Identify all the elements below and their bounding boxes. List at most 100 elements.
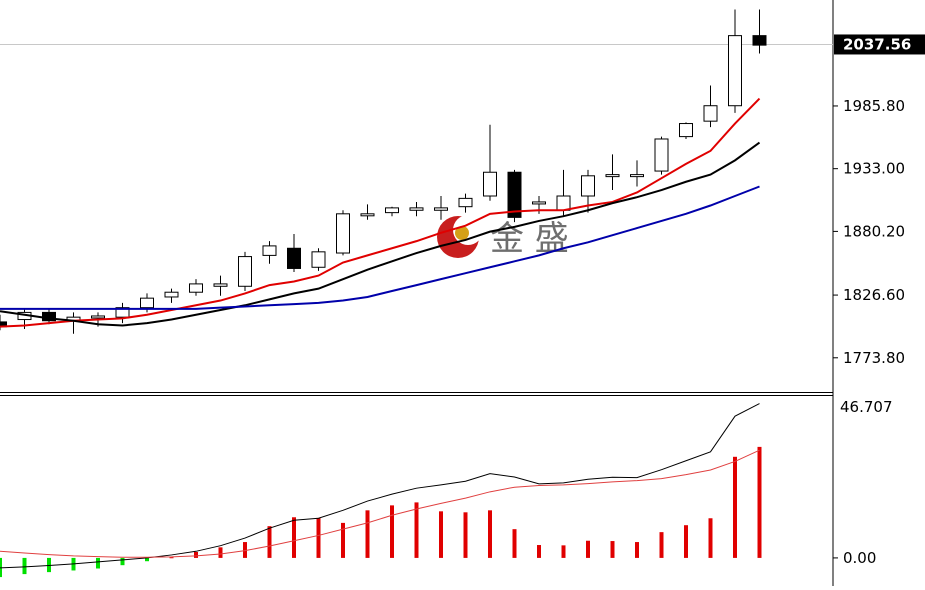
candle	[556, 169, 571, 217]
candle-body-up	[311, 251, 326, 268]
candle	[360, 204, 375, 220]
candle	[238, 251, 252, 292]
candle	[458, 193, 473, 213]
candle	[213, 275, 228, 296]
histogram-bar-positive	[512, 529, 517, 558]
histogram-bar-positive	[463, 512, 468, 558]
jinsheng-logo: 金 盛	[437, 215, 569, 259]
candle	[287, 234, 301, 273]
candle-body-up	[654, 138, 669, 172]
candle-body-up	[164, 291, 179, 298]
histogram-bar-positive	[439, 511, 443, 558]
candle	[679, 122, 693, 139]
candle-body-up	[434, 207, 448, 211]
histogram-bar-positive	[610, 541, 615, 558]
candle-body-down	[507, 171, 522, 218]
candle	[752, 9, 767, 54]
candle-body-up	[630, 174, 644, 178]
histogram-bar-positive	[684, 525, 688, 558]
current-price-box	[834, 34, 925, 55]
histogram-bar-positive	[733, 456, 737, 558]
candle-body-up	[115, 307, 130, 318]
indicator-max-label: 46.707	[840, 398, 893, 416]
histogram-bar-positive	[586, 540, 590, 558]
candle-body-down	[287, 247, 301, 269]
histogram-bar-positive	[561, 545, 566, 558]
candle	[654, 136, 669, 175]
histogram-bar-positive	[365, 510, 370, 558]
moving-average-line	[0, 185, 760, 310]
indicator-axis: 46.707 0.00	[833, 398, 893, 567]
price-tick-label: 1933.00	[843, 160, 905, 178]
histogram-bar-positive	[757, 446, 762, 558]
candle	[0, 314, 7, 331]
histogram-bar-positive	[414, 502, 419, 558]
histogram-bar-positive	[194, 551, 198, 558]
histogram-bar-positive	[243, 542, 247, 558]
candle	[409, 201, 424, 217]
candle	[605, 154, 620, 191]
candle	[336, 210, 350, 256]
histogram-bar-positive	[659, 532, 664, 558]
price-tick-label: 1826.60	[843, 286, 905, 304]
candle	[189, 279, 203, 296]
candle-body-up	[140, 297, 154, 309]
moving-average-lines	[0, 97, 761, 328]
candle	[507, 169, 522, 223]
candle-body-up	[458, 197, 473, 208]
candle	[483, 124, 497, 201]
histogram-bar-positive	[390, 505, 394, 558]
candle-body-up	[360, 213, 375, 217]
histogram-bars	[0, 446, 762, 578]
histogram-bar-negative	[22, 557, 27, 575]
candle	[630, 160, 644, 187]
histogram-bar-positive	[169, 557, 174, 559]
price-axis: 1773.80 1826.60 1880.20 1933.00 1985.80	[833, 97, 905, 367]
candle-body-up	[238, 256, 252, 287]
candles-layer	[0, 9, 767, 334]
candle-body-up	[703, 105, 718, 122]
candle-body-up	[385, 207, 399, 214]
histogram-bar-positive	[708, 518, 713, 558]
candle-body-up	[336, 213, 350, 254]
moving-average-line	[0, 97, 761, 328]
histogram-bar-negative	[120, 557, 125, 566]
candle	[115, 302, 130, 324]
candle-body-down	[752, 35, 767, 46]
histogram-bar-positive	[218, 547, 223, 558]
histogram-bar-positive	[316, 517, 321, 558]
candle-body-up	[262, 245, 277, 256]
indicator-tick-label: 0.00	[843, 549, 876, 567]
histogram-bar-negative	[145, 557, 149, 562]
watermark-text: 金 盛	[490, 219, 569, 259]
candle-body-up	[679, 123, 693, 138]
candle-body-up	[409, 207, 424, 211]
candle-body-up	[91, 315, 105, 319]
histogram-bar-negative	[96, 557, 100, 569]
price-tick-label: 1773.80	[843, 349, 905, 367]
candle	[703, 85, 718, 128]
indicator-line	[0, 449, 760, 558]
current-price-label: 2037.56	[843, 35, 911, 53]
candle-body-up	[581, 175, 595, 197]
histogram-bar-positive	[488, 510, 492, 558]
candle	[164, 288, 179, 303]
candle	[311, 248, 326, 271]
histogram-bar-positive	[341, 522, 345, 558]
candle-body-down	[0, 321, 7, 328]
histogram-bar-positive	[267, 526, 272, 558]
indicator-line	[0, 403, 760, 569]
candle	[434, 196, 448, 220]
histogram-bar-positive	[292, 517, 296, 558]
candle	[581, 169, 595, 213]
candle	[262, 241, 277, 264]
candle-body-up	[189, 283, 203, 293]
price-tick-label: 1985.80	[843, 97, 905, 115]
candle	[385, 206, 399, 217]
moving-average-line	[0, 141, 761, 327]
candle	[728, 9, 742, 113]
candle-body-up	[556, 195, 571, 211]
candle-body-up	[483, 171, 497, 197]
